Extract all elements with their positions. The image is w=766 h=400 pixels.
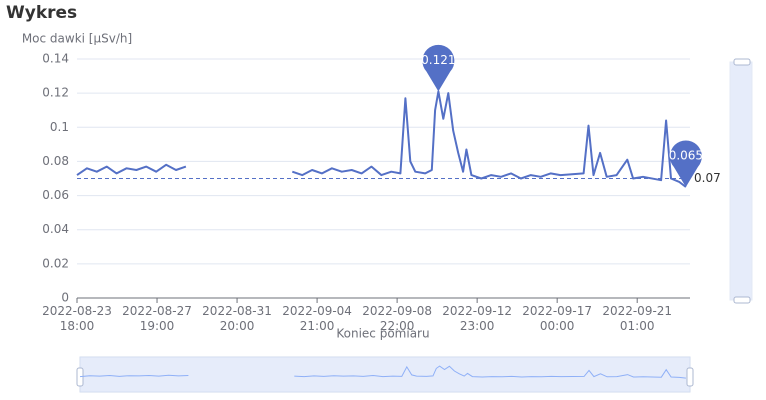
y-tick-label: 0.12 bbox=[42, 86, 69, 100]
x-tick-label: 2022-08-23 18:00 bbox=[42, 304, 112, 333]
zoom-selection bbox=[80, 357, 690, 392]
zoom-handle[interactable] bbox=[686, 367, 694, 387]
y-tick-label: 0.08 bbox=[42, 154, 69, 168]
zoom-handle[interactable] bbox=[733, 296, 751, 304]
overview-line bbox=[79, 365, 686, 379]
x-tick-label: 2022-09-21 01:00 bbox=[602, 304, 673, 333]
zoom-handle[interactable] bbox=[76, 367, 84, 387]
y-zoom-slider[interactable] bbox=[729, 61, 753, 301]
x-tick-label: 2022-09-17 00:00 bbox=[522, 304, 593, 333]
x-tick-label: 2022-09-04 21:00 bbox=[282, 304, 352, 333]
y-tick-label: 0.06 bbox=[42, 188, 69, 202]
y-tick-label: 0.14 bbox=[42, 52, 69, 66]
mark-pin bbox=[422, 44, 455, 92]
y-tick-label: 0.02 bbox=[42, 256, 69, 270]
mark-line-label: 0.07 bbox=[694, 171, 721, 185]
mark-pin bbox=[669, 140, 702, 188]
y-tick-label: 0.1 bbox=[50, 120, 69, 134]
y-tick-label: 0 bbox=[61, 291, 69, 305]
x-tick-label: 2022-09-08 22:00 bbox=[362, 304, 432, 333]
pin-label: 0.065 bbox=[669, 149, 703, 163]
y-tick-label: 0.04 bbox=[42, 222, 69, 236]
pin-label: 0.121 bbox=[421, 53, 455, 67]
x-tick-label: 2022-09-12 23:00 bbox=[442, 304, 513, 333]
x-axis-label: Koniec pomiaru bbox=[336, 327, 429, 341]
x-tick-label: 2022-08-31 20:00 bbox=[202, 304, 272, 333]
series-line bbox=[76, 90, 687, 188]
zoom-handle[interactable] bbox=[733, 58, 751, 66]
chart-title: Wykres bbox=[6, 3, 77, 23]
y-axis-label: Moc dawki [µSv/h] bbox=[22, 32, 132, 46]
x-tick-label: 2022-08-27 19:00 bbox=[122, 304, 192, 333]
